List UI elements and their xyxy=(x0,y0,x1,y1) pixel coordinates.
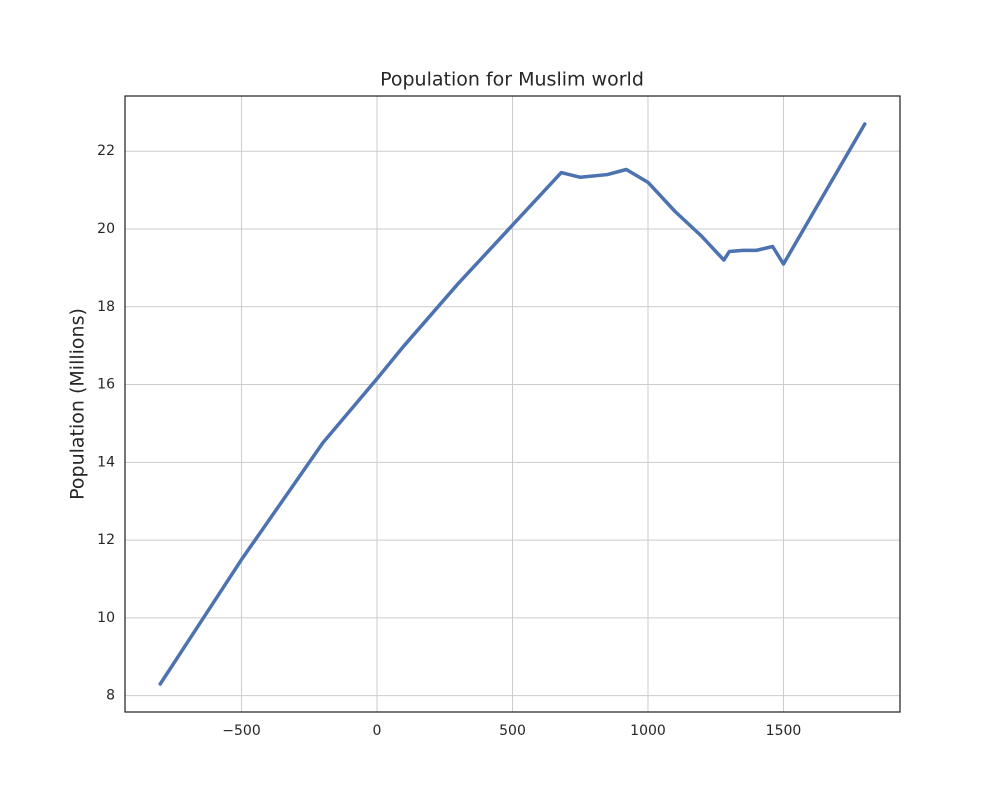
x-tick-label: 500 xyxy=(499,723,526,739)
x-tick-label: −500 xyxy=(222,723,260,739)
y-tick-label: 22 xyxy=(97,143,115,159)
chart-title: Population for Muslim world xyxy=(380,69,644,91)
data-line xyxy=(158,122,867,686)
y-tick-label: 12 xyxy=(97,532,115,548)
x-tick-label: 1500 xyxy=(766,723,802,739)
y-tick-label: 14 xyxy=(97,454,115,470)
x-tick-label: 1000 xyxy=(630,723,666,739)
y-axis-label: Population (Millions) xyxy=(67,308,89,500)
y-tick-label: 16 xyxy=(97,377,115,393)
y-tick-label: 20 xyxy=(97,221,115,237)
x-tick-label: 0 xyxy=(373,723,382,739)
y-tick-label: 10 xyxy=(97,610,115,626)
y-tick-label: 18 xyxy=(97,299,115,315)
y-tick-label: 8 xyxy=(106,688,115,704)
plot-frame xyxy=(124,95,901,713)
